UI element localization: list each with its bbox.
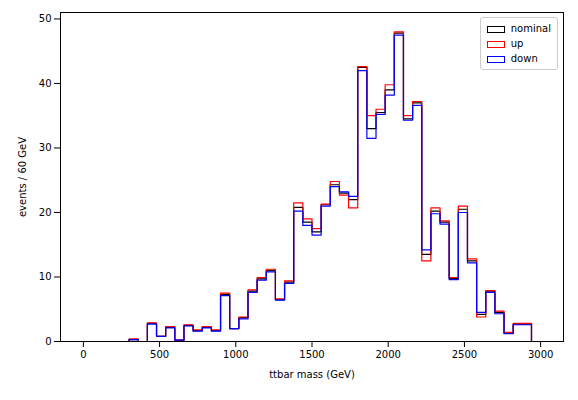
svg-text:3000: 3000 (528, 349, 553, 360)
svg-text:1000: 1000 (223, 349, 248, 360)
svg-text:ttbar mass (GeV): ttbar mass (GeV) (269, 369, 355, 380)
svg-text:500: 500 (150, 349, 169, 360)
html-text:up: up (510, 38, 524, 49)
svg-text:2500: 2500 (452, 349, 477, 360)
svg-text:events / 60 GeV: events / 60 GeV (17, 137, 28, 217)
svg-text:50: 50 (39, 13, 52, 24)
svg-text:2000: 2000 (375, 349, 400, 360)
svg-text:30: 30 (39, 142, 52, 153)
svg-text:10: 10 (39, 271, 52, 282)
svg-text:40: 40 (39, 78, 52, 89)
html-text:nominal: nominal (510, 23, 551, 34)
svg-text:20: 20 (39, 207, 52, 218)
svg-text:1500: 1500 (299, 349, 324, 360)
html-text:down: down (510, 53, 538, 64)
svg-text:0: 0 (80, 349, 86, 360)
svg-text:0: 0 (45, 336, 51, 347)
